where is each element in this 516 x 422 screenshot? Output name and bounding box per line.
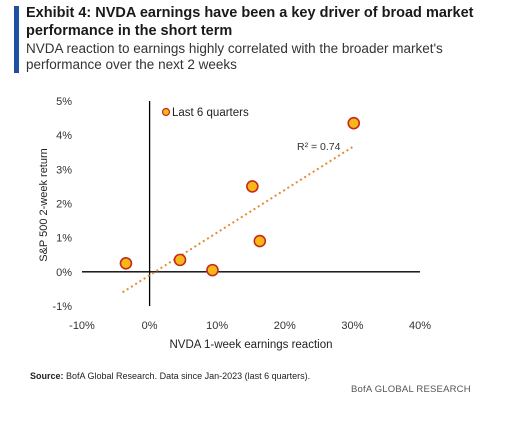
x-tick-label: 0%: [142, 320, 158, 332]
source-label: Source:: [30, 371, 64, 381]
data-point: [347, 116, 361, 130]
y-tick-label: 1%: [56, 233, 72, 245]
x-tick-label: 10%: [206, 320, 228, 332]
legend-label: Last 6 quarters: [172, 107, 249, 119]
accent-bar: [14, 6, 19, 73]
x-tick-labels: -10% 0% 10% 20% 30% 40%: [69, 320, 431, 332]
brand-label: BofA GLOBAL RESEARCH: [351, 384, 471, 395]
x-tick-label: 20%: [274, 320, 296, 332]
data-points: [119, 116, 361, 277]
trend-line: [122, 146, 353, 294]
data-point: [253, 234, 267, 248]
x-tick-label: -10%: [69, 320, 95, 332]
y-axis-label: S&P 500 2-week return: [38, 148, 50, 262]
x-tick-label: 30%: [341, 320, 363, 332]
legend-marker: [161, 107, 171, 117]
y-tick-label: 5%: [56, 96, 72, 108]
exhibit-subtitle: NVDA reaction to earnings highly correla…: [26, 41, 443, 72]
source-text: BofA Global Research. Data since Jan-202…: [63, 371, 311, 381]
data-point: [119, 256, 133, 270]
source-note: Source: BofA Global Research. Data since…: [30, 371, 310, 381]
y-tick-labels: -1% 0% 1% 2% 3% 4% 5%: [52, 96, 72, 313]
y-tick-label: 4%: [56, 130, 72, 142]
exhibit-title: Exhibit 4: NVDA earnings have been a key…: [26, 5, 474, 39]
r-squared-label: R² = 0.74: [297, 141, 341, 153]
data-point: [246, 180, 259, 193]
y-tick-label: 3%: [56, 164, 72, 176]
x-tick-label: 40%: [409, 320, 431, 332]
y-tick-label: 2%: [56, 199, 72, 211]
x-axis-label: NVDA 1-week earnings reaction: [170, 339, 333, 351]
data-point: [206, 263, 219, 277]
y-tick-label: 0%: [56, 267, 72, 279]
y-tick-label: -1%: [52, 301, 72, 313]
data-point: [173, 253, 187, 267]
